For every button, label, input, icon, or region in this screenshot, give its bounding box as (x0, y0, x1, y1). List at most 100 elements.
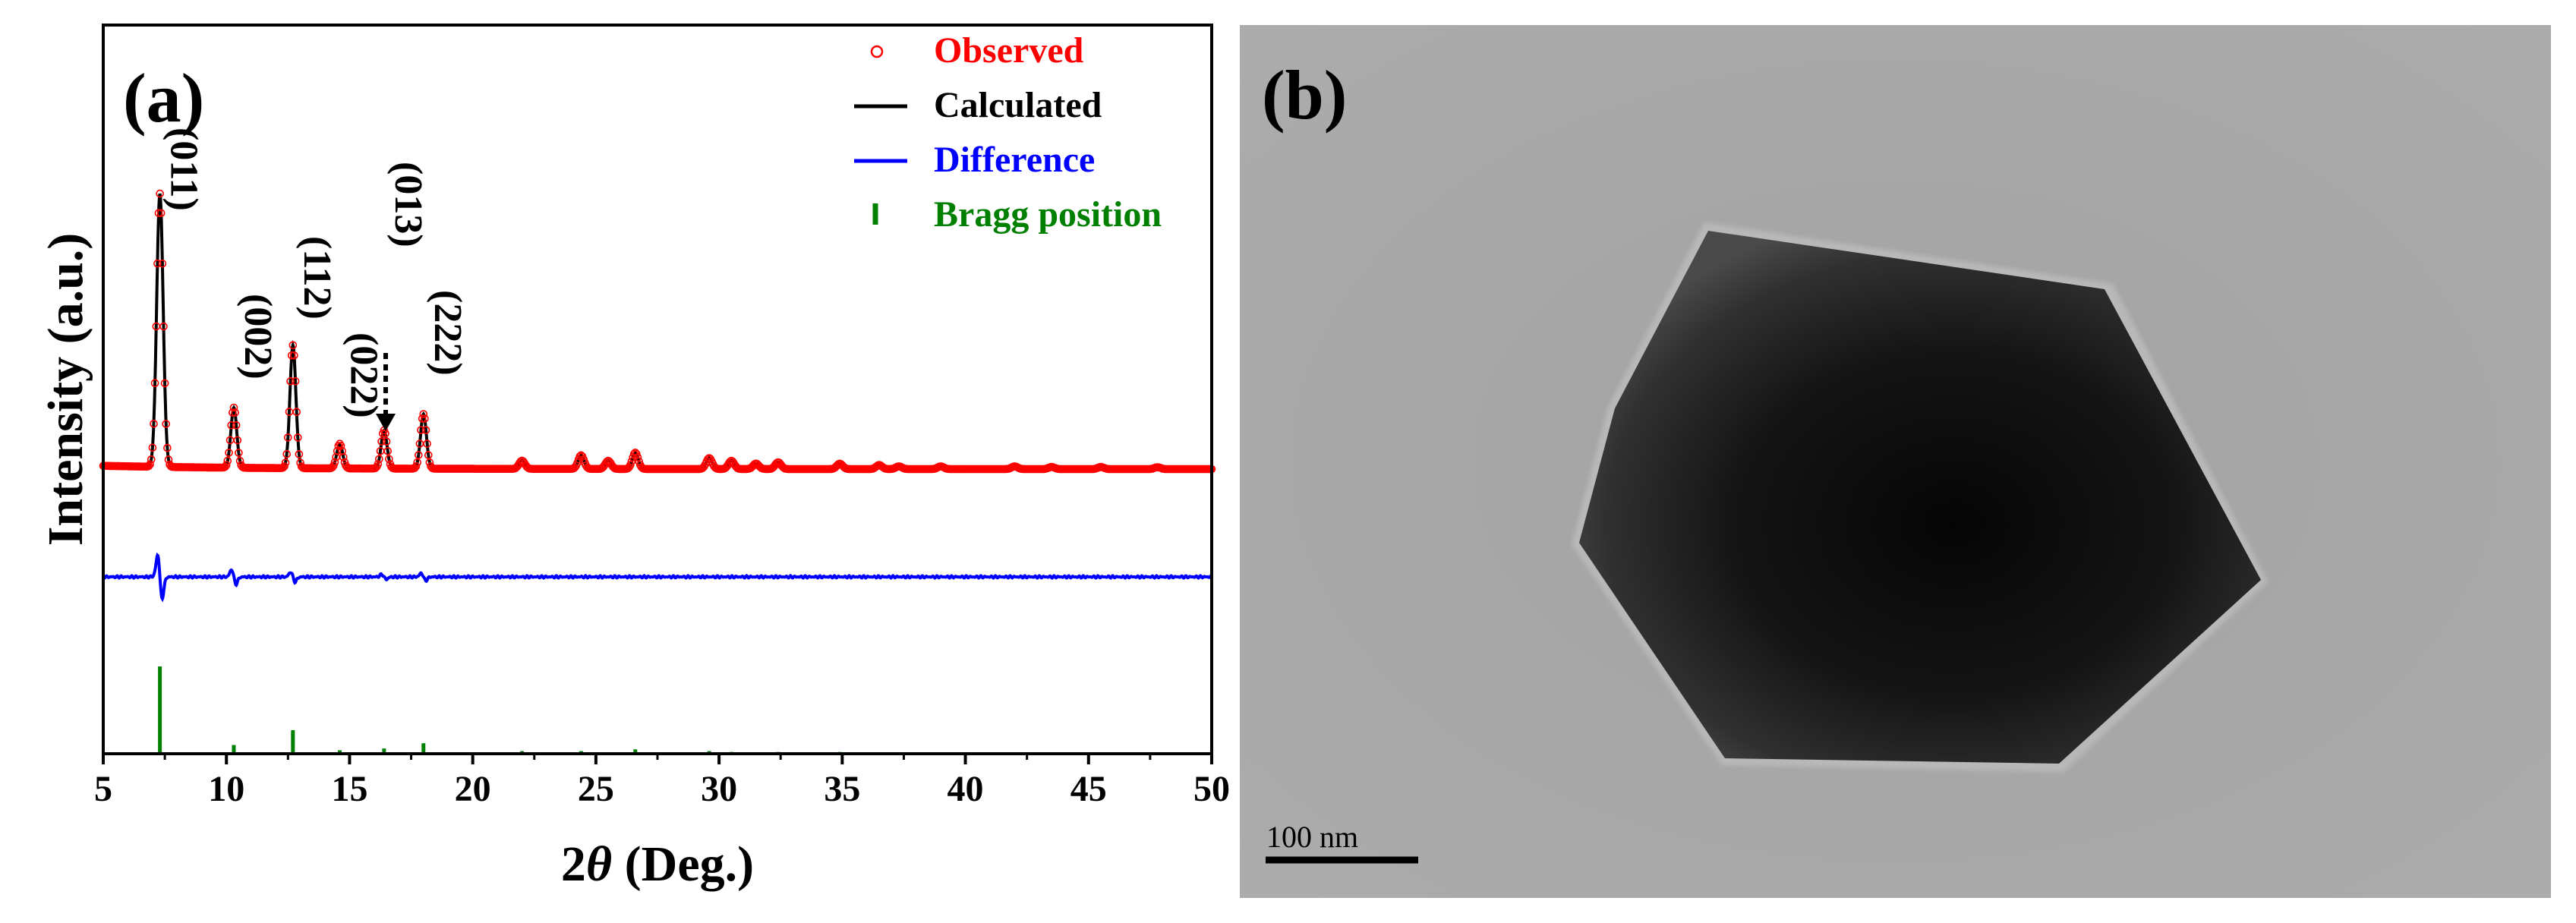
observed-point (631, 448, 640, 457)
observed-point (336, 442, 345, 450)
observed-point (228, 408, 237, 417)
observed-point (374, 460, 383, 468)
observed-point (231, 408, 239, 417)
observed-point (570, 463, 579, 472)
tem-image-panel: (b) 100 nm (1240, 25, 2551, 898)
x-tick-label: 35 (824, 769, 860, 809)
legend-entry-label: Difference (934, 140, 1095, 180)
scale-bar-label: 100 nm (1266, 820, 1358, 854)
observed-point (283, 433, 292, 442)
y-axis-label: Intensity (a.u.) (38, 233, 93, 547)
x-tick-label: 10 (208, 769, 244, 809)
plot-area (99, 189, 1216, 754)
observed-point (333, 446, 342, 455)
observed-point (414, 451, 423, 459)
observed-point (153, 259, 162, 268)
observed-point (286, 376, 295, 386)
x-tick-label: 45 (1070, 769, 1107, 809)
observed-point (383, 446, 393, 455)
hexagonal-crystal (1579, 231, 2261, 764)
hkl-label: (011) (162, 128, 206, 211)
observed-point (291, 376, 300, 386)
hkl-label: (002) (236, 294, 279, 380)
observed-point (330, 458, 339, 467)
difference-line (102, 552, 1212, 603)
legend-entry-label: Calculated (934, 85, 1102, 125)
xrd-chart: 5 10 15 20 25 30 35 40 45 50 (a) Intensity (a.u.)… (38, 24, 1230, 892)
x-tick-label: 50 (1193, 769, 1230, 809)
observed-point (334, 442, 343, 450)
hkl-label: (222) (426, 290, 469, 376)
x-tick-label: 40 (947, 769, 984, 809)
hkl-label: (112) (295, 236, 339, 320)
observed-point (146, 460, 154, 469)
observed-point (162, 420, 170, 428)
observed-point (382, 437, 391, 446)
observed-point (417, 426, 425, 434)
x-tick-label: 15 (331, 769, 367, 809)
observed-point (626, 461, 635, 469)
annotation-arrow (376, 353, 396, 431)
legend: Observed Calculated Difference Bragg positi… (854, 30, 1162, 235)
observed-point (411, 462, 421, 471)
observed-point (281, 458, 290, 467)
observed-point (633, 453, 642, 462)
x-tick-label: 5 (94, 769, 112, 809)
x-axis-ticks: 5 10 15 20 25 30 35 40 45 50 (94, 754, 1230, 809)
observed-point (421, 426, 430, 434)
observed-point (232, 421, 241, 430)
observed-point (282, 449, 292, 458)
observed-point (377, 437, 386, 446)
observed-point (424, 451, 433, 459)
legend-entry-label: Observed (934, 30, 1084, 71)
observed-point (290, 351, 298, 360)
observed-point (160, 379, 169, 388)
x-axis-label-theta: θ (586, 836, 612, 892)
observed-point (375, 455, 383, 464)
observed-point (159, 322, 168, 331)
observed-point (150, 419, 158, 428)
observed-point (225, 449, 233, 457)
observed-series (99, 189, 1216, 474)
observed-point (413, 458, 422, 467)
observed-point (164, 455, 173, 464)
x-tick-label: 20 (455, 769, 491, 809)
observed-point (148, 443, 157, 452)
observed-point (156, 209, 166, 218)
x-tick-label: 25 (578, 769, 614, 809)
x-axis-label-prefix: 2 (561, 836, 586, 892)
observed-point (163, 443, 172, 452)
observed-point (295, 450, 304, 458)
x-axis-label-suffix: (Deg.) (612, 836, 754, 892)
observed-point (279, 463, 288, 472)
x-tick-label: 30 (701, 769, 737, 809)
observed-point (222, 461, 231, 469)
legend-entry-label: Bragg position (934, 194, 1162, 235)
observed-point (156, 189, 164, 198)
observed-point (235, 449, 243, 457)
observed-point (421, 414, 429, 423)
hkl-labels: (011) (002) (112)(022) (013) (222) (162, 128, 469, 418)
observed-point (158, 259, 167, 268)
annotation-arrow-head (376, 414, 396, 431)
legend-marker-observed (870, 45, 884, 58)
observed-point (339, 452, 348, 462)
observed-point (287, 351, 296, 360)
observed-point (229, 403, 238, 412)
observed-point (292, 408, 301, 417)
panel-b-label: (b) (1262, 56, 1347, 134)
observed-point (293, 433, 302, 442)
observed-point (418, 414, 427, 423)
hkl-label: (013) (386, 162, 430, 247)
panel-a-label: (a) (123, 59, 204, 137)
observed-point (154, 209, 163, 218)
observed-point (233, 436, 242, 445)
plot-frame (102, 24, 1213, 755)
observed-point (419, 410, 428, 418)
observed-point (577, 451, 585, 460)
observed-point (385, 455, 393, 464)
observed-point (280, 462, 288, 471)
observed-point (223, 456, 232, 465)
observed-point (423, 439, 431, 448)
